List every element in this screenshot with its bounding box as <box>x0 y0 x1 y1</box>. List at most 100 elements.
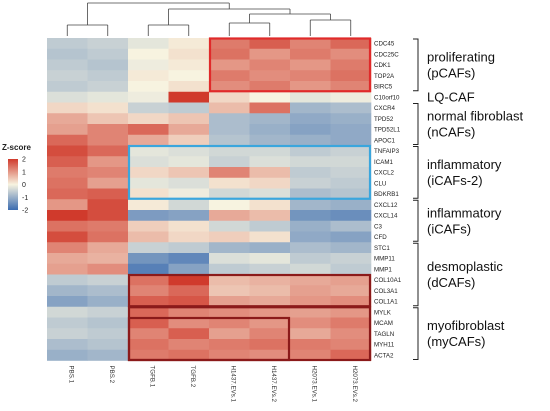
heatmap-cell <box>87 156 129 168</box>
gene-label: TPD52 <box>374 116 394 123</box>
heatmap-cell <box>168 102 210 114</box>
group-bracket <box>413 199 419 242</box>
heatmap-cell <box>330 91 372 103</box>
heatmap-cell <box>168 317 210 329</box>
gene-labels: CDC45 CDC25C CDK1 TOP2A BIRC5 C10orf10 CXCR4 TP… <box>374 41 402 360</box>
heatmap-cell <box>249 306 291 318</box>
heatmap-cell <box>249 349 291 361</box>
group-bracket <box>413 146 419 199</box>
heatmap-cell <box>209 242 250 254</box>
heatmap-cell <box>87 317 129 329</box>
group-label: myofibroblast <box>427 318 505 333</box>
group-bracket <box>413 242 419 307</box>
heatmap-cell <box>168 167 210 179</box>
heatmap-cell <box>87 242 129 254</box>
heatmap-cell <box>128 349 169 361</box>
heatmap-cell <box>249 91 291 103</box>
heatmap-cell <box>87 177 129 189</box>
heatmap-cell <box>87 167 129 179</box>
heatmap-cell <box>128 81 169 93</box>
heatmap-cell <box>209 134 250 146</box>
heatmap-cell <box>128 306 169 318</box>
heatmap-cell <box>128 274 169 286</box>
condition-label: H2073.EVs.1 <box>310 366 317 403</box>
heatmap-cell <box>209 156 250 168</box>
heatmap-cell <box>330 145 372 157</box>
heatmap-cell <box>249 145 291 157</box>
heatmap-cell <box>330 59 372 71</box>
legend-tick: 2 <box>22 157 26 164</box>
heatmap-cell <box>47 145 88 157</box>
heatmap-cell <box>249 253 291 265</box>
gene-label: TNFAIP3 <box>374 148 400 155</box>
heatmap-cell <box>87 328 129 340</box>
heatmap-cell <box>128 113 169 125</box>
heatmap-cell <box>168 91 210 103</box>
heatmap-cell <box>87 199 129 211</box>
heatmap-cell <box>330 134 372 146</box>
heatmap-cell <box>330 231 372 243</box>
heatmap-cell <box>47 124 88 136</box>
heatmap-cell <box>47 81 88 93</box>
heatmap-cell <box>47 231 88 243</box>
heatmap-cell <box>290 177 331 189</box>
heatmap-cell <box>87 253 129 265</box>
heatmap-cell <box>290 70 331 82</box>
heatmap-cell <box>47 328 88 340</box>
heatmap-cell <box>249 177 291 189</box>
heatmap-cell <box>330 167 372 179</box>
heatmap-cell <box>47 102 88 114</box>
heatmap-cell <box>47 156 88 168</box>
heatmap-cell <box>47 91 88 103</box>
heatmap-cell <box>128 102 169 114</box>
gene-label: MYH11 <box>374 342 395 349</box>
heatmap-cell <box>128 220 169 232</box>
condition-label: H1437.EVs.2 <box>270 366 277 403</box>
heatmap-cell <box>128 285 169 297</box>
gene-label: BIRC5 <box>374 84 393 91</box>
heatmap-cell <box>168 59 210 71</box>
heatmap-cell <box>47 349 88 361</box>
heatmap-cell <box>87 91 129 103</box>
group-label: inflammatory <box>427 205 502 220</box>
heatmap-cell <box>87 339 129 351</box>
heatmap-cell <box>87 81 129 93</box>
heatmap-cell <box>87 48 129 60</box>
heatmap-cell <box>249 339 291 351</box>
heatmap-cell <box>330 296 372 308</box>
heatmap-cell <box>168 156 210 168</box>
heatmap-cell <box>128 199 169 211</box>
heatmap-cell <box>168 81 210 93</box>
heatmap-cell <box>290 188 331 200</box>
condition-label: TGFB.1 <box>148 366 155 388</box>
heatmap-cell <box>168 306 210 318</box>
heatmap-cell <box>128 188 169 200</box>
gene-label: MYLK <box>374 309 392 316</box>
heatmap-cell <box>47 199 88 211</box>
heatmap-cell <box>249 188 291 200</box>
heatmap-cell <box>290 145 331 157</box>
condition-label: H2073.EVs.2 <box>351 366 358 403</box>
heatmap-cell <box>209 38 250 50</box>
group-label: (pCAFs) <box>427 65 475 80</box>
heatmap-cell <box>128 317 169 329</box>
heatmap-cell <box>87 70 129 82</box>
heatmap-cell <box>290 349 331 361</box>
heatmap-cells <box>47 38 372 361</box>
heatmap-cell <box>168 285 210 297</box>
gene-label: MMP1 <box>374 266 392 273</box>
group-label: (nCAFs) <box>427 125 475 140</box>
heatmap-cell <box>209 220 250 232</box>
heatmap-cell <box>249 328 291 340</box>
heatmap-cell <box>330 156 372 168</box>
heatmap-cell <box>330 306 372 318</box>
zscore-legend: Z-score 2 1 0 -1 -2 <box>2 143 31 215</box>
heatmap-cell <box>290 167 331 179</box>
heatmap-cell <box>47 220 88 232</box>
gene-label: C10orf10 <box>374 94 400 101</box>
heatmap-cell <box>87 145 129 157</box>
heatmap-cell <box>128 263 169 275</box>
heatmap-cell <box>47 253 88 265</box>
heatmap-cell <box>47 167 88 179</box>
